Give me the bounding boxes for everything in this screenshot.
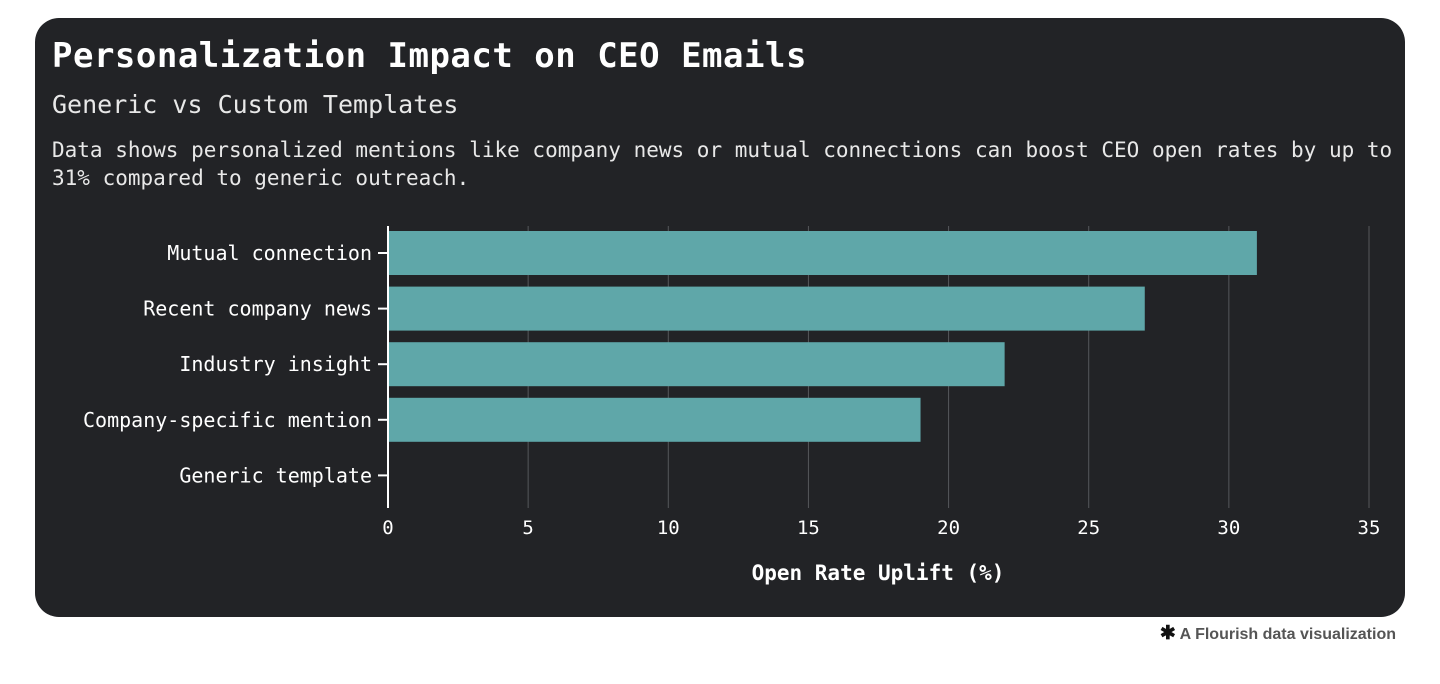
x-tick-label: 35 (1358, 517, 1381, 539)
x-axis-label: Open Rate Uplift (%) (752, 561, 1005, 585)
x-tick-label: 0 (382, 517, 393, 539)
flourish-asterisk-icon: ✱ (1159, 623, 1176, 644)
x-tick-label: 30 (1217, 517, 1240, 539)
category-label: Generic template (179, 463, 372, 487)
bar-mutual-connection (389, 231, 1257, 275)
x-tick-label: 25 (1077, 517, 1100, 539)
bar-industry-insight (389, 342, 1005, 387)
x-tick-label: 10 (657, 517, 680, 539)
chart-card: Personalization Impact on CEO Emails Gen… (35, 18, 1405, 617)
category-label: Mutual connection (167, 241, 372, 265)
chart-title: Personalization Impact on CEO Emails (52, 36, 807, 76)
category-label: Company-specific mention (83, 408, 372, 432)
chart-subtitle: Generic vs Custom Templates (52, 90, 459, 119)
x-tick-label: 5 (522, 517, 533, 539)
category-label: Industry insight (179, 352, 372, 376)
flourish-credit[interactable]: ✱ A Flourish data visualization (1160, 622, 1396, 645)
bar-recent-company-news (389, 286, 1145, 331)
category-label: Recent company news (143, 297, 372, 321)
bar-company-specific-mention (389, 397, 921, 442)
x-tick-label: 15 (797, 517, 820, 539)
chart-description: Data shows personalized mentions like co… (52, 138, 1393, 190)
footer-text: A Flourish data visualization (1179, 626, 1396, 643)
x-tick-label: 20 (937, 517, 960, 539)
